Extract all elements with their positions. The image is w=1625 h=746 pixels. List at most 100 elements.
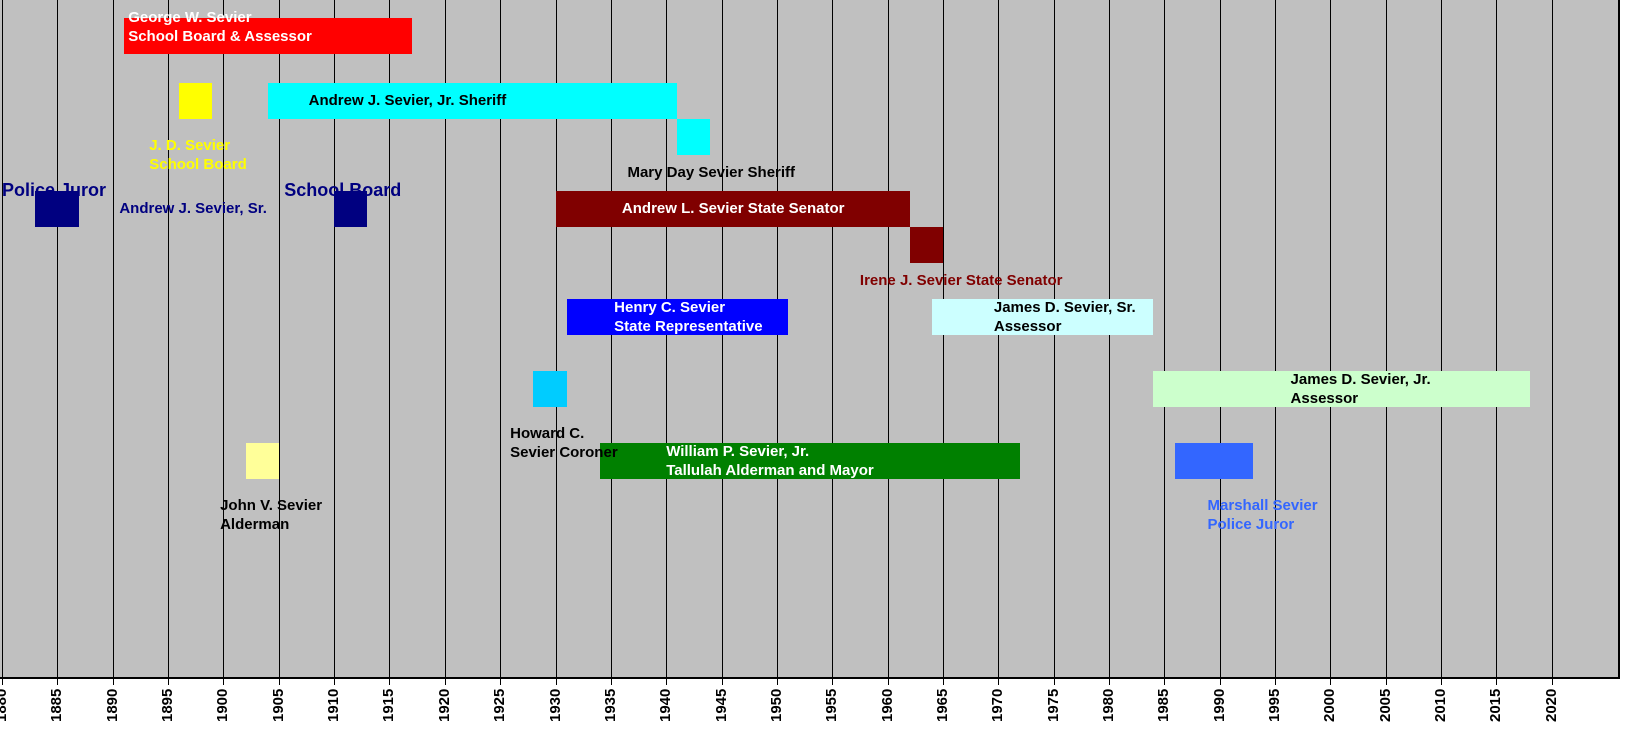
gridline-1955	[832, 0, 834, 677]
event-bar-4	[35, 190, 80, 227]
gridline-1925	[500, 0, 502, 677]
tick-label-1980: 1980	[1100, 688, 1117, 722]
tick-1945	[721, 677, 723, 685]
tick-2005	[1385, 677, 1387, 685]
tick-1930	[555, 677, 557, 685]
event-bar-13	[245, 442, 279, 479]
gridline-1905	[278, 0, 280, 677]
event-label-8: Henry C. Sevier State Representative	[614, 298, 763, 335]
tick-label-1925: 1925	[491, 688, 509, 722]
tick-1980	[1109, 677, 1110, 685]
event-bar-11	[533, 370, 567, 407]
gridline-2000	[1330, 0, 1332, 677]
event-bar-9	[931, 298, 1154, 335]
gridline-2005	[1385, 0, 1387, 677]
tick-label-1930: 1930	[546, 688, 564, 722]
tick-1960	[887, 677, 889, 685]
tick-1895	[168, 677, 170, 685]
tick-1880	[2, 677, 3, 685]
event-label-6: Andrew L. Sevier State Senator	[621, 200, 845, 218]
tick-label-1920: 1920	[435, 688, 453, 722]
gridline-1915	[389, 0, 391, 677]
event-label-13: John V. Sevier Alderman	[220, 496, 323, 533]
tick-1940	[666, 677, 668, 685]
plot-area: George W. Sevier School Board & Assessor…	[0, 0, 1620, 679]
gridline-1880	[2, 0, 3, 677]
tick-label-1970: 1970	[989, 688, 1007, 722]
tick-label-1935: 1935	[601, 688, 619, 722]
gridline-1900	[223, 0, 225, 677]
gridline-1885	[57, 0, 59, 677]
tick-label-1965: 1965	[933, 688, 951, 722]
tick-label-1985: 1985	[1155, 688, 1173, 722]
event-label-2: J. D. Sevier School Board	[149, 136, 247, 173]
gridline-1960	[887, 0, 889, 677]
event-bar-7	[909, 226, 943, 263]
tick-label-1895: 1895	[159, 688, 177, 722]
gridline-2015	[1496, 0, 1498, 677]
tick-2015	[1496, 677, 1498, 685]
tick-2000	[1330, 677, 1332, 685]
tick-label-1910: 1910	[325, 688, 343, 722]
tick-2020	[1551, 677, 1553, 685]
tick-label-2000: 2000	[1321, 688, 1339, 722]
tick-1935	[610, 677, 612, 685]
event-label-7: Irene J. Sevier State Senator	[859, 272, 1063, 290]
event-bar-12	[599, 442, 1021, 479]
event-bar-6	[555, 190, 910, 227]
tick-1890	[112, 677, 114, 685]
gridline-1940	[666, 0, 668, 677]
gridline-1965	[942, 0, 944, 677]
event-bar-8	[566, 298, 788, 335]
tick-1915	[389, 677, 391, 685]
gridline-1980	[1109, 0, 1110, 677]
tick-1990	[1219, 677, 1221, 685]
event-label-0: George W. Sevier School Board & Assessor	[128, 9, 312, 45]
tick-2010	[1441, 677, 1443, 685]
gridline-1945	[721, 0, 723, 677]
tick-label-1950: 1950	[767, 688, 785, 722]
tick-label-1900: 1900	[214, 688, 232, 722]
event-label-12: William P. Sevier, Jr. Tallulah Alderman…	[666, 442, 874, 479]
tick-1905	[278, 677, 280, 685]
gridline-1985	[1164, 0, 1166, 677]
gridline-1975	[1053, 0, 1055, 677]
event-label-14: Marshall Sevier Police Juror	[1207, 496, 1318, 533]
gridline-1910	[334, 0, 336, 677]
gridline-1930	[555, 0, 557, 677]
tick-1995	[1275, 677, 1277, 685]
event-bar-3	[677, 118, 711, 155]
event-bar-14	[1175, 442, 1253, 479]
gridline-2020	[1551, 0, 1553, 677]
tick-label-2020: 2020	[1542, 688, 1560, 722]
event-label-4: Andrew J. Sevier, Sr.	[119, 200, 267, 218]
tick-1925	[500, 677, 502, 685]
event-label-10: James D. Sevier, Jr. Assessor	[1290, 370, 1431, 407]
tick-1955	[832, 677, 834, 685]
tick-label-1905: 1905	[269, 688, 287, 722]
tick-1965	[942, 677, 944, 685]
tick-label-1960: 1960	[878, 688, 896, 722]
tick-label-2005: 2005	[1376, 688, 1394, 722]
tick-label-1975: 1975	[1044, 688, 1062, 722]
gridline-1950	[776, 0, 778, 677]
event-bar-1	[267, 82, 678, 119]
event-label-11: Howard C. Sevier Coroner	[510, 424, 618, 461]
tick-1975	[1053, 677, 1055, 685]
event-bar-5	[334, 190, 368, 227]
event-label-9: James D. Sevier, Sr. Assessor	[993, 298, 1136, 335]
tick-label-1955: 1955	[823, 688, 841, 722]
tick-label-1940: 1940	[657, 688, 675, 722]
category-label-0: Police Juror	[2, 179, 107, 200]
category-label-1: School Board	[284, 179, 402, 200]
gridline-1970	[998, 0, 1000, 677]
tick-1985	[1164, 677, 1166, 685]
gridline-1935	[610, 0, 612, 677]
tick-label-1915: 1915	[380, 688, 398, 722]
gridline-1990	[1219, 0, 1221, 677]
tick-1900	[223, 677, 225, 685]
tick-1910	[334, 677, 336, 685]
event-bar-0	[123, 18, 412, 54]
tick-label-1945: 1945	[712, 688, 730, 722]
